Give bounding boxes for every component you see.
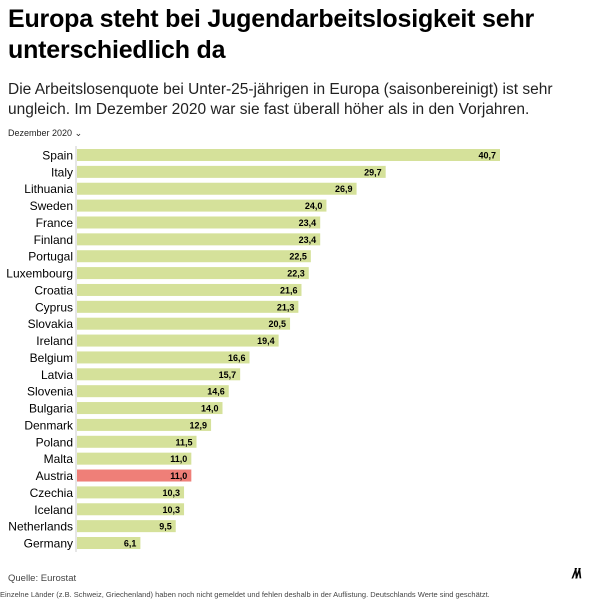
bar-czechia: [77, 486, 185, 499]
category-label: Netherlands: [8, 520, 73, 534]
value-label: 6,1: [124, 539, 137, 549]
category-label: Croatia: [34, 283, 73, 297]
bar-slovenia: [77, 385, 229, 398]
value-label: 10,3: [163, 488, 181, 498]
date-filter-value: Dezember 2020: [8, 128, 73, 138]
category-label: Germany: [24, 537, 73, 551]
bar-iceland: [77, 503, 185, 516]
value-label: 9,5: [159, 522, 172, 532]
value-label: 24,0: [305, 201, 323, 211]
category-label: Iceland: [34, 503, 73, 517]
bar-latvia: [77, 368, 241, 381]
value-label: 26,9: [335, 184, 353, 194]
chevron-down-icon: ⌄: [74, 128, 83, 138]
bar-lithuania: [77, 182, 357, 195]
value-label: 22,5: [289, 252, 307, 262]
value-label: 14,6: [207, 387, 225, 397]
footnote: Einzelne Länder (z.B. Schweiz, Griechenl…: [0, 590, 490, 599]
bar-finland: [77, 233, 321, 246]
bar-cyprus: [77, 300, 299, 313]
value-label: 15,7: [219, 370, 237, 380]
category-label: Czechia: [30, 486, 74, 500]
category-label: Lithuania: [24, 182, 73, 196]
date-filter-dropdown[interactable]: Dezember 2020 ⌄: [8, 128, 82, 139]
bar-croatia: [77, 283, 302, 296]
source: Quelle: Eurostat: [8, 573, 77, 584]
bar-poland: [77, 435, 197, 448]
bar-ireland: [77, 334, 279, 347]
category-label: Slovakia: [28, 317, 74, 331]
category-label: Cyprus: [35, 300, 73, 314]
bar-malta: [77, 452, 192, 465]
value-label: 23,4: [299, 218, 317, 228]
category-label: Malta: [44, 452, 74, 466]
value-label: 29,7: [364, 167, 382, 177]
bar-italy: [77, 165, 386, 178]
chart-subtitle: Die Arbeitslosenquote bei Unter-25-jähri…: [8, 81, 553, 118]
value-label: 20,5: [269, 319, 287, 329]
value-label: 10,3: [163, 505, 181, 515]
value-label: 19,4: [257, 336, 275, 346]
category-label: France: [36, 216, 74, 230]
value-label: 40,7: [478, 151, 496, 161]
bar-spain: [77, 149, 500, 161]
value-label: 11,0: [170, 471, 187, 481]
category-label: Ireland: [36, 334, 73, 348]
category-label: Portugal: [28, 250, 73, 264]
category-label: Spain: [42, 149, 73, 163]
category-label: Austria: [36, 469, 74, 483]
category-label: Italy: [51, 165, 73, 179]
category-label: Poland: [36, 435, 73, 449]
value-label: 16,6: [228, 353, 246, 363]
bar-bulgaria: [77, 402, 223, 415]
value-label: 21,6: [280, 285, 298, 295]
bar-belgium: [77, 351, 250, 364]
publisher-logo: /\/\: [572, 565, 581, 581]
bar-portugal: [77, 250, 311, 263]
bar-netherlands: [77, 520, 176, 533]
value-label: 23,4: [299, 235, 317, 245]
category-label: Sweden: [30, 199, 73, 213]
value-label: 14,0: [201, 404, 219, 414]
category-label: Finland: [34, 233, 73, 247]
bar-austria: [77, 469, 192, 482]
bar-denmark: [77, 418, 212, 431]
category-label: Luxembourg: [6, 267, 73, 281]
value-label: 11,5: [175, 437, 192, 447]
bar-germany: [77, 537, 141, 550]
category-label: Belgium: [30, 351, 73, 365]
bar-slovakia: [77, 317, 291, 330]
chart-title: Europa steht bei Jugendarbeitslosigkeit …: [8, 5, 535, 64]
bar-chart: Spain 40,7 Italy 29,7 Lithuania 26,9 Sweden 24,…: [6, 146, 500, 553]
bar-france: [77, 216, 321, 229]
value-label: 12,9: [190, 420, 208, 430]
value-label: 21,3: [277, 302, 295, 312]
bar-luxembourg: [77, 267, 309, 280]
bar-sweden: [77, 199, 327, 212]
category-label: Denmark: [24, 418, 74, 432]
value-label: 22,3: [287, 269, 305, 279]
category-label: Slovenia: [27, 385, 73, 399]
category-label: Latvia: [41, 368, 73, 382]
category-label: Bulgaria: [29, 402, 73, 416]
value-label: 11,0: [170, 454, 187, 464]
